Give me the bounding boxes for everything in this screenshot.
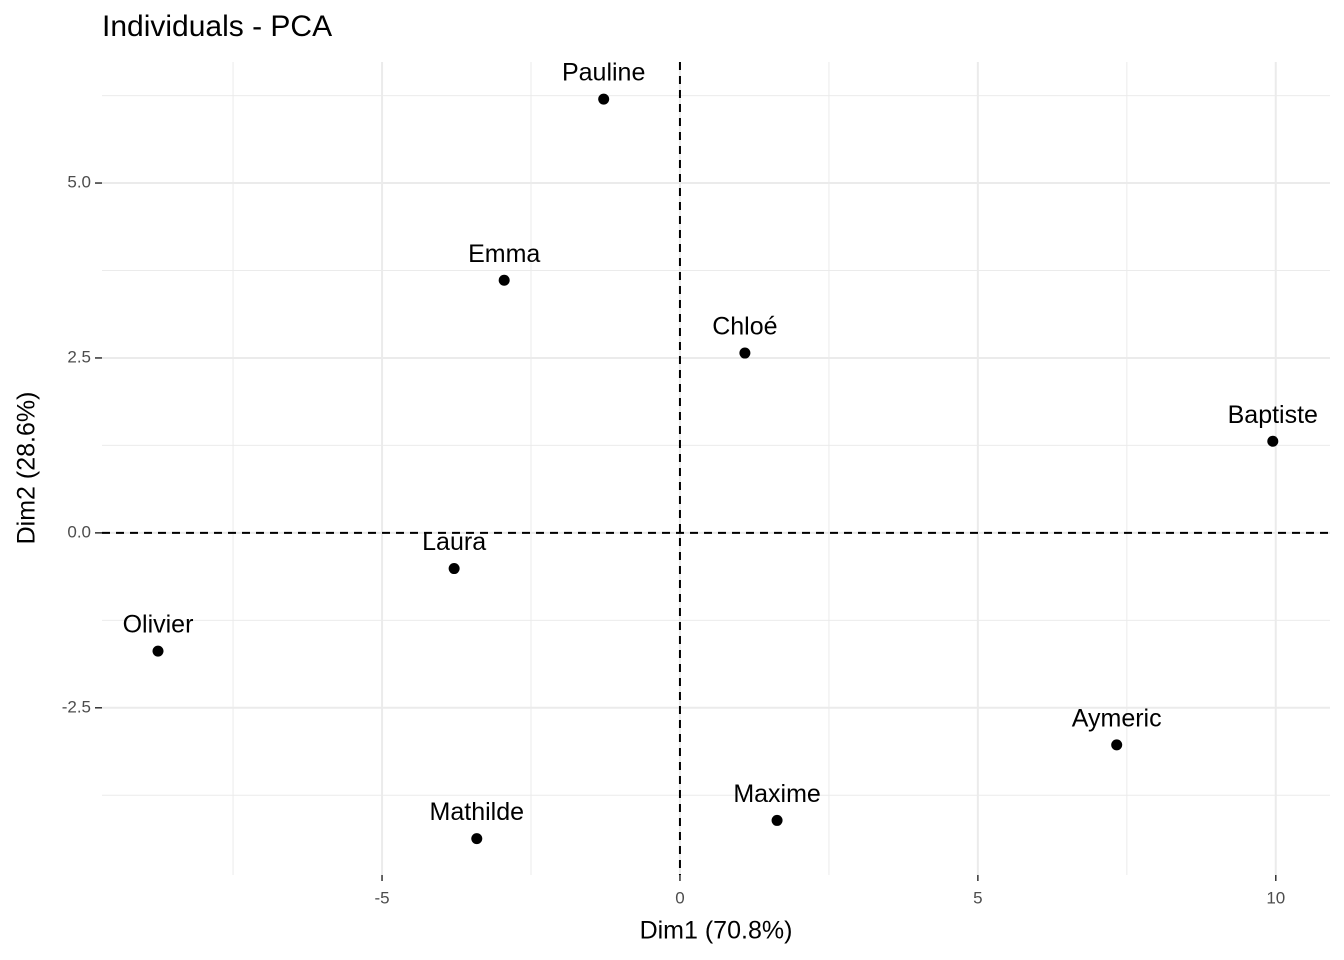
y-tick-label: -2.5 [62,697,91,716]
point-label: Aymeric [1072,704,1162,732]
point [471,833,483,845]
x-axis-label: Dim1 (70.8%) [640,917,793,945]
point [598,93,610,105]
x-tick-label: -5 [374,888,389,907]
point [1267,435,1279,447]
x-tick-label: 10 [1266,888,1285,907]
point [771,814,783,826]
y-axis-label: Dim2 (28.6%) [13,392,41,545]
point-label: Laura [422,528,486,556]
y-tick-label: 5.0 [67,173,91,192]
y-tick-label: 2.5 [67,347,91,366]
x-tick-label: 0 [675,888,684,907]
point-label: Olivier [123,611,194,639]
point-label: Maxime [733,780,821,808]
point [448,563,460,575]
point [739,347,751,359]
x-tick-label: 5 [973,888,982,907]
point-label: Mathilde [430,798,525,826]
point-label: Emma [468,240,540,268]
point [152,645,164,657]
point [1111,739,1123,751]
point-label: Pauline [562,59,645,87]
point-label: Chloé [712,313,777,341]
chart-title: Individuals - PCA [102,10,332,43]
point [498,274,510,286]
point-label: Baptiste [1228,401,1318,429]
y-tick-label: 0.0 [67,522,91,541]
